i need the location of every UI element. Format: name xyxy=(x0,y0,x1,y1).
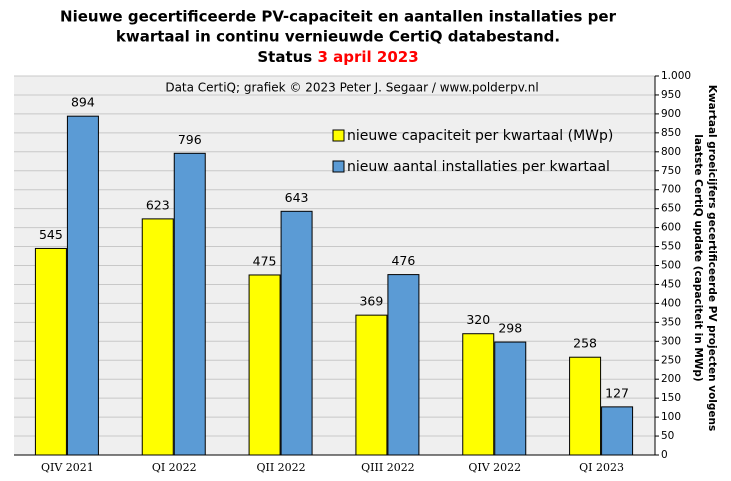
legend-swatch xyxy=(332,160,345,173)
bar xyxy=(462,333,495,456)
y-tick-label: 950 xyxy=(661,89,681,101)
y-tick-label: 500 xyxy=(661,260,681,272)
value-label: 320 xyxy=(466,312,490,327)
bars: QIV 2021 545 894 QI 2022 623 796 QII 2022 475 64… xyxy=(34,95,634,474)
bar xyxy=(601,406,634,456)
chart-title: kwartaal in continu vernieuwde CertiQ da… xyxy=(116,28,560,46)
y-tick-label: 550 xyxy=(661,241,681,253)
value-label: 545 xyxy=(39,227,63,242)
bar xyxy=(66,115,99,456)
y-tick-label: 350 xyxy=(661,316,681,328)
y-axis-label: Kwartaal groeicijfers gecertificeerde PV… xyxy=(706,85,718,432)
y-tick-label: 50 xyxy=(661,430,674,442)
y-tick-label: 600 xyxy=(661,222,681,234)
chart-subtitle: Status 3 april 2023 xyxy=(257,48,418,66)
value-label: 369 xyxy=(359,294,383,309)
value-label: 298 xyxy=(498,321,522,336)
chart-title: Nieuwe gecertificeerde PV-capaciteit en … xyxy=(60,8,617,26)
value-label: 643 xyxy=(285,190,309,205)
bar xyxy=(569,356,602,456)
y-tick-label: 250 xyxy=(661,354,681,366)
y-tick-label: 0 xyxy=(661,449,668,461)
grid: 0 50 100 150 200 250 300 350 400 450 500 550 600 650 7… xyxy=(14,70,691,461)
y-tick-label: 750 xyxy=(661,165,681,177)
value-label: 623 xyxy=(146,197,170,212)
bar xyxy=(34,247,67,456)
y-axis-label: laatste CertiQ update (capaciteit in MWp… xyxy=(692,134,704,381)
y-tick-label: 800 xyxy=(661,146,681,158)
y-tick-label: 200 xyxy=(661,373,681,385)
bar xyxy=(494,341,527,456)
x-tick-label: QIII 2022 xyxy=(361,461,415,474)
status-label: Status xyxy=(257,48,312,66)
y-tick-label: 850 xyxy=(661,127,681,139)
y-tick-label: 400 xyxy=(661,297,681,309)
x-tick-label: QIV 2022 xyxy=(468,461,521,474)
y-tick-label: 900 xyxy=(661,108,681,120)
y-tick-label: 100 xyxy=(661,411,681,423)
x-tick-label: QI 2023 xyxy=(579,461,624,474)
bar xyxy=(355,314,388,456)
legend-label: nieuw aantal installaties per kwartaal xyxy=(347,159,610,175)
bar xyxy=(248,274,281,456)
y-tick-label: 650 xyxy=(661,203,681,215)
bar xyxy=(387,274,420,456)
annotation: Data CertiQ; grafiek © 2023 Peter J. Seg… xyxy=(165,81,538,95)
value-label: 796 xyxy=(178,132,202,147)
x-tick-label: QI 2022 xyxy=(152,461,197,474)
y-tick-label: 700 xyxy=(661,184,681,196)
value-label: 127 xyxy=(605,385,629,400)
x-tick-label: QIV 2021 xyxy=(41,461,94,474)
value-label: 475 xyxy=(253,253,277,268)
y-tick-label: 150 xyxy=(661,392,681,404)
bar xyxy=(173,152,206,456)
legend-swatch xyxy=(332,129,345,142)
y-tick-label: 450 xyxy=(661,278,681,290)
y-tick-label: 1.000 xyxy=(661,70,691,82)
status-date: 3 april 2023 xyxy=(317,48,418,66)
value-label: 258 xyxy=(573,336,597,351)
y-tick-label: 300 xyxy=(661,335,681,347)
bar xyxy=(141,218,174,456)
value-label: 894 xyxy=(71,95,95,110)
legend-label: nieuwe capaciteit per kwartaal (MWp) xyxy=(347,128,613,144)
bar xyxy=(280,210,313,456)
x-tick-label: QII 2022 xyxy=(256,461,305,474)
value-label: 476 xyxy=(391,253,415,268)
